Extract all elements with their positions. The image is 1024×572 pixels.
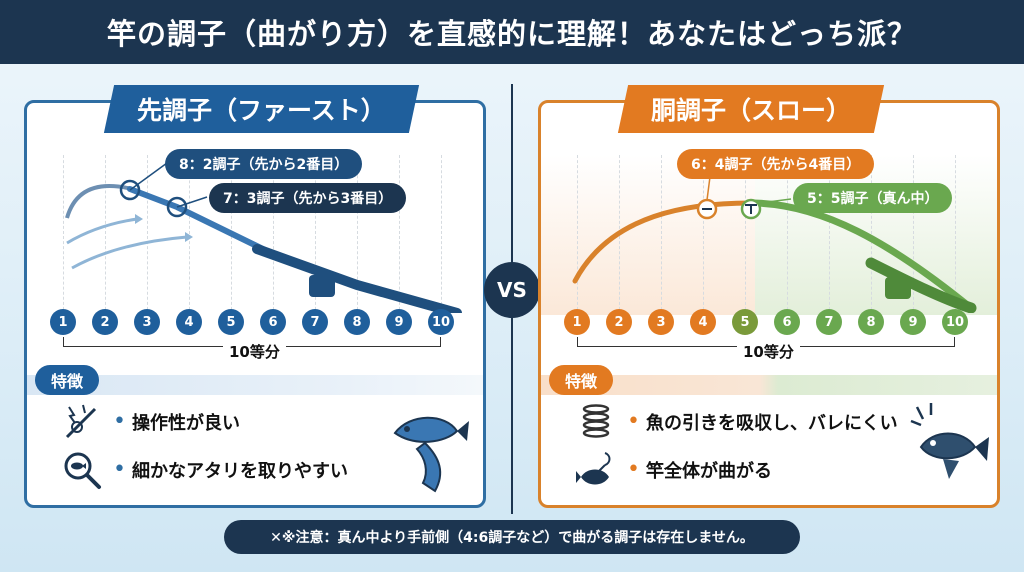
division-label: 10等分 <box>737 341 800 362</box>
grid-line <box>913 155 914 315</box>
grid-line <box>577 155 578 315</box>
magnifier-fish-icon <box>64 452 101 489</box>
caution-note: ✕※注意：真ん中より手前側（4:6調子など）で曲がる調子は存在しません。 <box>224 520 800 554</box>
segment-number: 1 <box>564 309 590 335</box>
segment-number: 7 <box>302 309 328 335</box>
segment-number: 1 <box>50 309 76 335</box>
fighting-fish-icon <box>910 403 989 479</box>
segment-number: 10 <box>428 309 454 335</box>
grid-line <box>661 155 662 315</box>
segment-number: 3 <box>134 309 160 335</box>
segment-number: 9 <box>386 309 412 335</box>
feature-item: • 操作性が良い <box>61 401 240 443</box>
grid-line <box>147 155 148 315</box>
slow-segment-numbers: 1 2 3 4 5 6 7 8 9 10 <box>541 309 997 339</box>
slow-rod-illustration <box>572 168 977 313</box>
grid-line <box>399 155 400 315</box>
page-header: 竿の調子（曲がり方）を直感的に理解！あなたはどっち派？ <box>0 0 1024 64</box>
segment-number: 3 <box>648 309 674 335</box>
segment-number: 4 <box>690 309 716 335</box>
bullet: • <box>627 409 640 434</box>
features-title: 特徴 <box>35 365 100 395</box>
feature-item: • 竿全体が曲がる <box>575 449 772 491</box>
grid-line <box>955 155 956 315</box>
fast-rod-illustration <box>65 162 462 313</box>
lightning-rod-icon <box>65 404 97 439</box>
bullet: • <box>113 409 126 434</box>
green-zone <box>755 155 997 315</box>
feature-text: 細かなアタリを取りやすい <box>131 461 348 482</box>
orange-zone <box>541 155 755 315</box>
callout-5-5: 5：5調子（真ん中） <box>793 183 953 213</box>
vs-badge: VS <box>484 262 540 318</box>
feature-text: 魚の引きを吸収し、バレにくい <box>645 413 898 434</box>
feature-item: • 魚の引きを吸収し、バレにくい <box>575 401 898 443</box>
slow-action-panel: 胴調子（スロー） 6：4調子（先から4番目） 5：5調子（真ん中） 1 2 3 … <box>538 85 1000 508</box>
grid-line <box>315 155 316 315</box>
features-title: 特徴 <box>549 365 614 395</box>
grid-line <box>105 155 106 315</box>
feature-text: 操作性が良い <box>131 413 240 434</box>
segment-number: 8 <box>344 309 370 335</box>
segment-number: 6 <box>260 309 286 335</box>
grid-line <box>787 155 788 315</box>
segment-number: 2 <box>606 309 632 335</box>
feature-text: 竿全体が曲がる <box>645 461 772 482</box>
grid-line <box>357 155 358 315</box>
grid-line <box>63 155 64 315</box>
fast-action-panel: 先調子（ファースト） 8：2調子（先から2番目） 7：3調子（先から3番目） 1… <box>24 85 486 508</box>
hooked-fish-icon <box>576 452 611 485</box>
fast-segment-numbers: 1 2 3 4 5 6 7 8 9 10 <box>27 309 483 339</box>
segment-number: 10 <box>942 309 968 335</box>
grid-line <box>441 155 442 315</box>
features-bar <box>27 375 483 395</box>
segment-number: 2 <box>92 309 118 335</box>
bullet: • <box>113 457 126 482</box>
bullet: • <box>627 457 640 482</box>
grid-line <box>829 155 830 315</box>
features-bar <box>541 375 997 395</box>
segment-number: 6 <box>774 309 800 335</box>
segment-number: 5 <box>732 309 758 335</box>
segment-number: 5 <box>218 309 244 335</box>
segment-number: 4 <box>176 309 202 335</box>
feature-item: • 細かなアタリを取りやすい <box>61 449 348 491</box>
grid-line <box>703 155 704 315</box>
fish-icon <box>393 416 469 493</box>
division-label: 10等分 <box>223 341 286 362</box>
segment-number: 9 <box>900 309 926 335</box>
spring-icon <box>582 404 610 438</box>
segment-number: 8 <box>858 309 884 335</box>
segment-number: 7 <box>816 309 842 335</box>
grid-line <box>745 155 746 315</box>
grid-line <box>273 155 274 315</box>
callout-8-2: 8：2調子（先から2番目） <box>165 149 363 179</box>
callout-6-4: 6：4調子（先から4番目） <box>677 149 875 179</box>
callout-7-3: 7：3調子（先から3番目） <box>209 183 407 213</box>
page-title: 竿の調子（曲がり方）を直感的に理解！あなたはどっち派？ <box>106 17 917 51</box>
